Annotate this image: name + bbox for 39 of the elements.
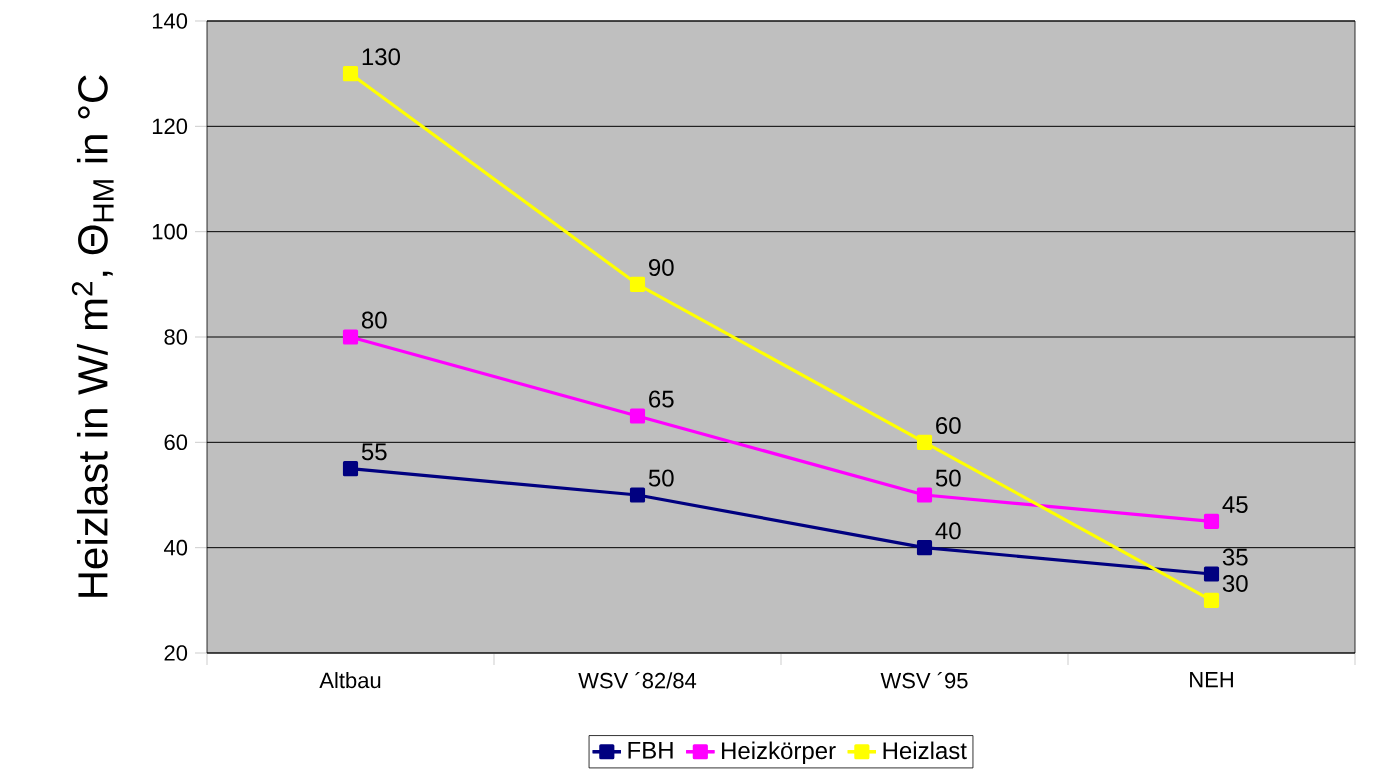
- data-label: 55: [361, 443, 387, 461]
- data-label: 60: [936, 416, 961, 434]
- point: [916, 540, 933, 556]
- point: [342, 66, 359, 82]
- point: [629, 276, 646, 292]
- data-label: 30: [1222, 574, 1248, 592]
- point: [342, 461, 359, 477]
- data-label: 130: [362, 48, 400, 66]
- data-label: 80: [361, 311, 387, 329]
- data-label: 65: [649, 390, 674, 408]
- point: [1203, 513, 1220, 529]
- point: [1203, 592, 1220, 608]
- data-label: 50: [648, 469, 674, 487]
- y-tick-label: 20: [164, 645, 188, 661]
- y-tick-label: 100: [152, 223, 188, 240]
- y-axis-title: Heizlast in W/ m$^{2}$, Θ$_{HM}$ in °C: [71, 75, 114, 597]
- x-tick-label: WSV ´82/84: [578, 672, 697, 689]
- x-tick-label: WSV ´95: [880, 672, 968, 689]
- data-label: 50: [935, 469, 961, 487]
- y-tick-label: 60: [164, 434, 188, 451]
- y-tick-label: 140: [152, 13, 188, 29]
- legend-label: FBH: [628, 742, 673, 759]
- data-label: 35: [1222, 548, 1248, 566]
- data-label: 40: [935, 522, 961, 540]
- point: [342, 329, 359, 345]
- legend-label: Heizlast: [883, 741, 967, 760]
- x-tick-label: NEH: [1190, 672, 1233, 688]
- point: [629, 487, 646, 503]
- y-tick-label: 80: [164, 329, 188, 345]
- point: [1203, 566, 1220, 582]
- data-label: 90: [649, 258, 674, 276]
- x-tick-label: Altbau: [319, 672, 381, 689]
- point: [916, 487, 933, 503]
- data-label: 45: [1222, 496, 1248, 513]
- legend-label: Heizkörper: [722, 741, 836, 764]
- y-tick-label: 40: [163, 539, 188, 556]
- point: [916, 434, 933, 450]
- y-tick-label: 120: [152, 118, 188, 135]
- point: [629, 408, 646, 424]
